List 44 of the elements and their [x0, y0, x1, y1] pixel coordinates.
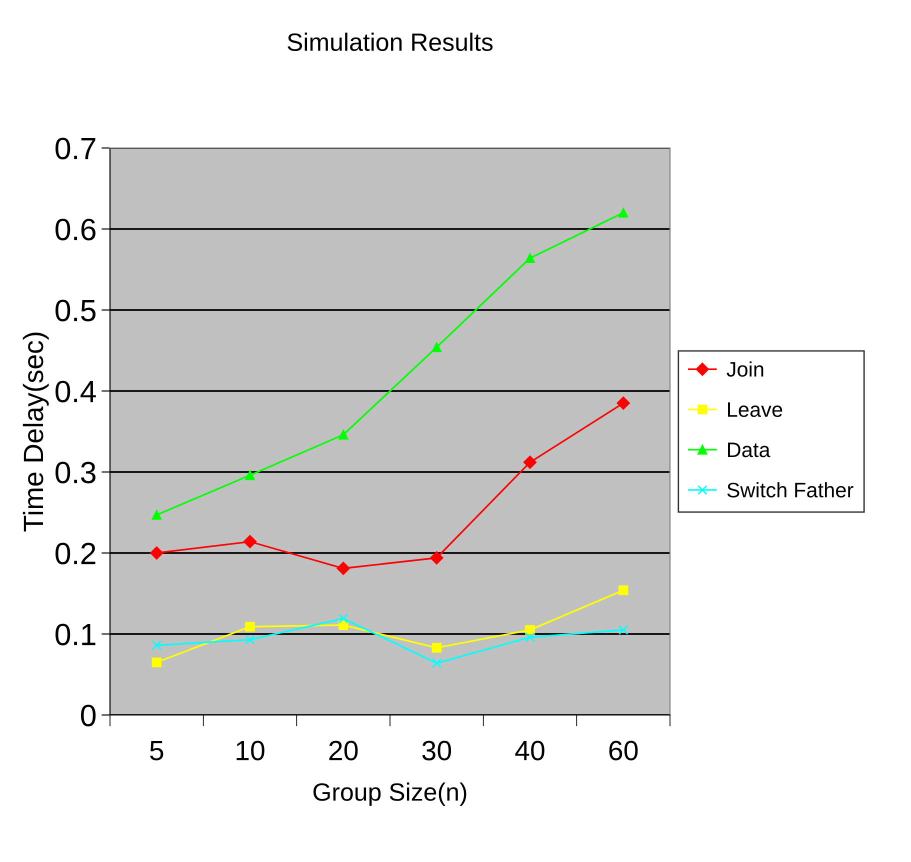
point	[525, 625, 535, 635]
y-tick-label: 0.1	[56, 624, 96, 646]
point	[525, 253, 535, 264]
point	[618, 625, 628, 635]
point	[338, 430, 348, 440]
y-tick-label: 0.3	[56, 462, 96, 484]
point	[432, 642, 442, 653]
point	[245, 622, 255, 632]
legend-label: Leave	[728, 402, 782, 417]
legend-label: Join	[726, 361, 764, 377]
x-tick-label: 5	[150, 741, 164, 760]
point	[245, 470, 255, 480]
point	[432, 342, 442, 352]
x-tick-label: 10	[236, 740, 264, 760]
point	[618, 585, 628, 596]
point	[152, 510, 162, 520]
x-axis-title: Group Size(n)	[313, 782, 466, 806]
x-tick-label: 40	[515, 740, 544, 760]
point	[616, 396, 630, 410]
point	[432, 658, 442, 668]
point	[338, 614, 348, 624]
point	[152, 657, 162, 668]
point	[245, 634, 255, 645]
point	[523, 456, 537, 469]
y-axis-title: Time Delay(sec)	[22, 332, 49, 532]
x-tick-label: 30	[422, 740, 452, 760]
point	[336, 562, 350, 575]
x-tick-label: 60	[609, 740, 638, 760]
legend-label: Data	[728, 442, 770, 458]
y-tick-label: 0.2	[56, 542, 96, 564]
x-tick-label: 20	[329, 740, 358, 760]
point	[243, 535, 257, 548]
y-tick-label: 0	[81, 704, 96, 726]
point	[150, 546, 164, 560]
point	[525, 632, 535, 642]
point	[152, 640, 162, 650]
chart-title: Simulation Results	[288, 32, 493, 52]
legend-label: Switch Father	[727, 482, 854, 498]
y-tick-label: 0.7	[56, 138, 96, 160]
y-tick-label: 0.5	[56, 300, 96, 322]
y-tick-label: 0.4	[56, 380, 96, 402]
y-tick-label: 0.6	[56, 218, 96, 240]
point	[430, 551, 444, 564]
point	[618, 208, 628, 218]
